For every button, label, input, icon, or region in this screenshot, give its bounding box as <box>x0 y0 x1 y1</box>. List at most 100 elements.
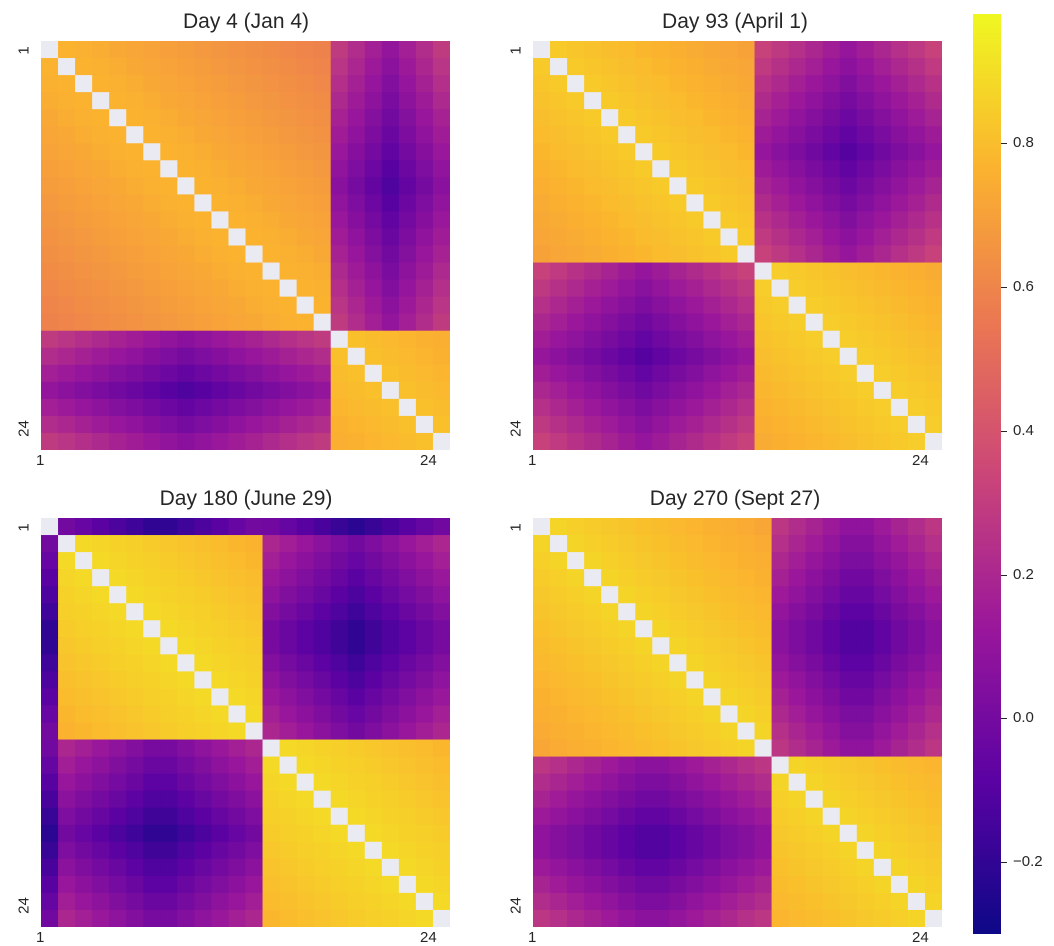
heatmap-cell <box>313 126 332 144</box>
heatmap-cell <box>618 722 636 741</box>
heatmap-cell <box>279 603 298 621</box>
heatmap-cell <box>75 364 93 383</box>
heatmap-cell <box>618 518 636 536</box>
heatmap-cell <box>228 756 247 775</box>
heatmap-cell <box>41 552 59 570</box>
heatmap-cell-masked <box>228 705 247 724</box>
heatmap-cell <box>41 722 59 741</box>
heatmap-cell <box>907 654 926 672</box>
heatmap-cell <box>567 211 585 230</box>
heatmap-cell <box>703 58 722 76</box>
heatmap-cell <box>686 381 705 400</box>
heatmap-cell <box>143 841 161 860</box>
heatmap-cell <box>601 637 619 655</box>
heatmap-cell <box>890 415 909 434</box>
heatmap-cell <box>873 41 892 59</box>
heatmap-cell <box>550 432 568 450</box>
heatmap-cell <box>737 705 756 724</box>
heatmap-cell <box>839 58 858 76</box>
heatmap-cell <box>398 415 417 434</box>
heatmap-cell <box>364 773 383 792</box>
heatmap-cell <box>75 296 93 315</box>
heatmap-cell <box>550 858 568 877</box>
heatmap-cell <box>245 398 264 417</box>
heatmap-cell <box>398 58 417 76</box>
heatmap-cell <box>415 841 434 860</box>
heatmap-cell <box>907 58 926 76</box>
heatmap-cell <box>160 909 178 927</box>
heatmap-cell <box>364 245 383 264</box>
heatmap-cell <box>652 330 670 349</box>
heatmap-cell <box>347 109 366 127</box>
heatmap-cell <box>771 228 790 247</box>
heatmap-cell <box>313 398 332 417</box>
heatmap-cell <box>109 211 127 230</box>
heatmap-cell <box>924 330 942 349</box>
heatmap-cell <box>58 228 76 247</box>
heatmap-cell <box>635 569 653 587</box>
heatmap-cell <box>567 228 585 247</box>
heatmap-cell <box>907 296 926 315</box>
heatmap-cell <box>194 552 213 570</box>
heatmap-cell <box>703 518 722 536</box>
heatmap-cell <box>143 364 161 383</box>
heatmap-cell <box>533 569 551 587</box>
heatmap-cell <box>703 262 722 281</box>
heatmap-cell <box>211 160 230 178</box>
heatmap-cell-masked <box>720 705 739 724</box>
heatmap-cell <box>550 177 568 195</box>
heatmap-cell <box>415 807 434 826</box>
heatmap-cell <box>771 194 790 213</box>
heatmap-cell <box>720 586 739 604</box>
heatmap-cell <box>58 807 76 826</box>
heatmap-cell <box>907 637 926 655</box>
heatmap-cell <box>381 688 400 707</box>
heatmap-cell <box>873 432 892 450</box>
heatmap-cell <box>873 756 892 775</box>
heatmap-cell <box>635 722 653 741</box>
heatmap-cell <box>618 875 636 894</box>
heatmap-cell <box>126 41 144 59</box>
heatmap-cell-masked <box>924 432 942 450</box>
heatmap-cell <box>856 109 875 127</box>
heatmap-cell <box>296 75 315 93</box>
heatmap-cell <box>907 535 926 553</box>
heatmap-grid <box>533 518 942 927</box>
heatmap-cell <box>737 739 756 758</box>
heatmap-cell <box>313 892 332 911</box>
heatmap-cell <box>652 875 670 894</box>
heatmap-cell <box>296 415 315 434</box>
heatmap-cell <box>890 807 909 826</box>
heatmap-cell <box>890 432 909 450</box>
heatmap-cell <box>839 41 858 59</box>
heatmap-cell <box>279 109 298 127</box>
heatmap-cell <box>873 58 892 76</box>
heatmap-cell <box>822 671 841 690</box>
heatmap-cell <box>432 279 450 298</box>
heatmap-cell <box>109 841 127 860</box>
heatmap-cell <box>873 330 892 349</box>
heatmap-cell <box>907 773 926 792</box>
heatmap-cell <box>873 245 892 264</box>
heatmap-cell <box>788 228 807 247</box>
heatmap-cell <box>856 722 875 741</box>
heatmap-cell <box>415 518 434 536</box>
heatmap-cell <box>279 296 298 315</box>
heatmap-cell <box>567 807 585 826</box>
heatmap-cell <box>686 109 705 127</box>
heatmap-cell <box>398 807 417 826</box>
heatmap-cell <box>754 637 773 655</box>
heatmap-cell <box>584 245 602 264</box>
heatmap-cell <box>92 262 110 281</box>
heatmap-cell <box>601 279 619 298</box>
heatmap-cell <box>92 432 110 450</box>
heatmap-cell <box>313 109 332 127</box>
heatmap-cell-masked <box>567 75 585 93</box>
heatmap-cell <box>228 603 247 621</box>
heatmap-cell <box>245 739 264 758</box>
heatmap-cell <box>686 654 705 672</box>
heatmap-cell <box>160 790 178 809</box>
heatmap-cell <box>635 875 653 894</box>
heatmap-cell <box>618 347 636 366</box>
heatmap-cell-masked <box>296 773 315 792</box>
